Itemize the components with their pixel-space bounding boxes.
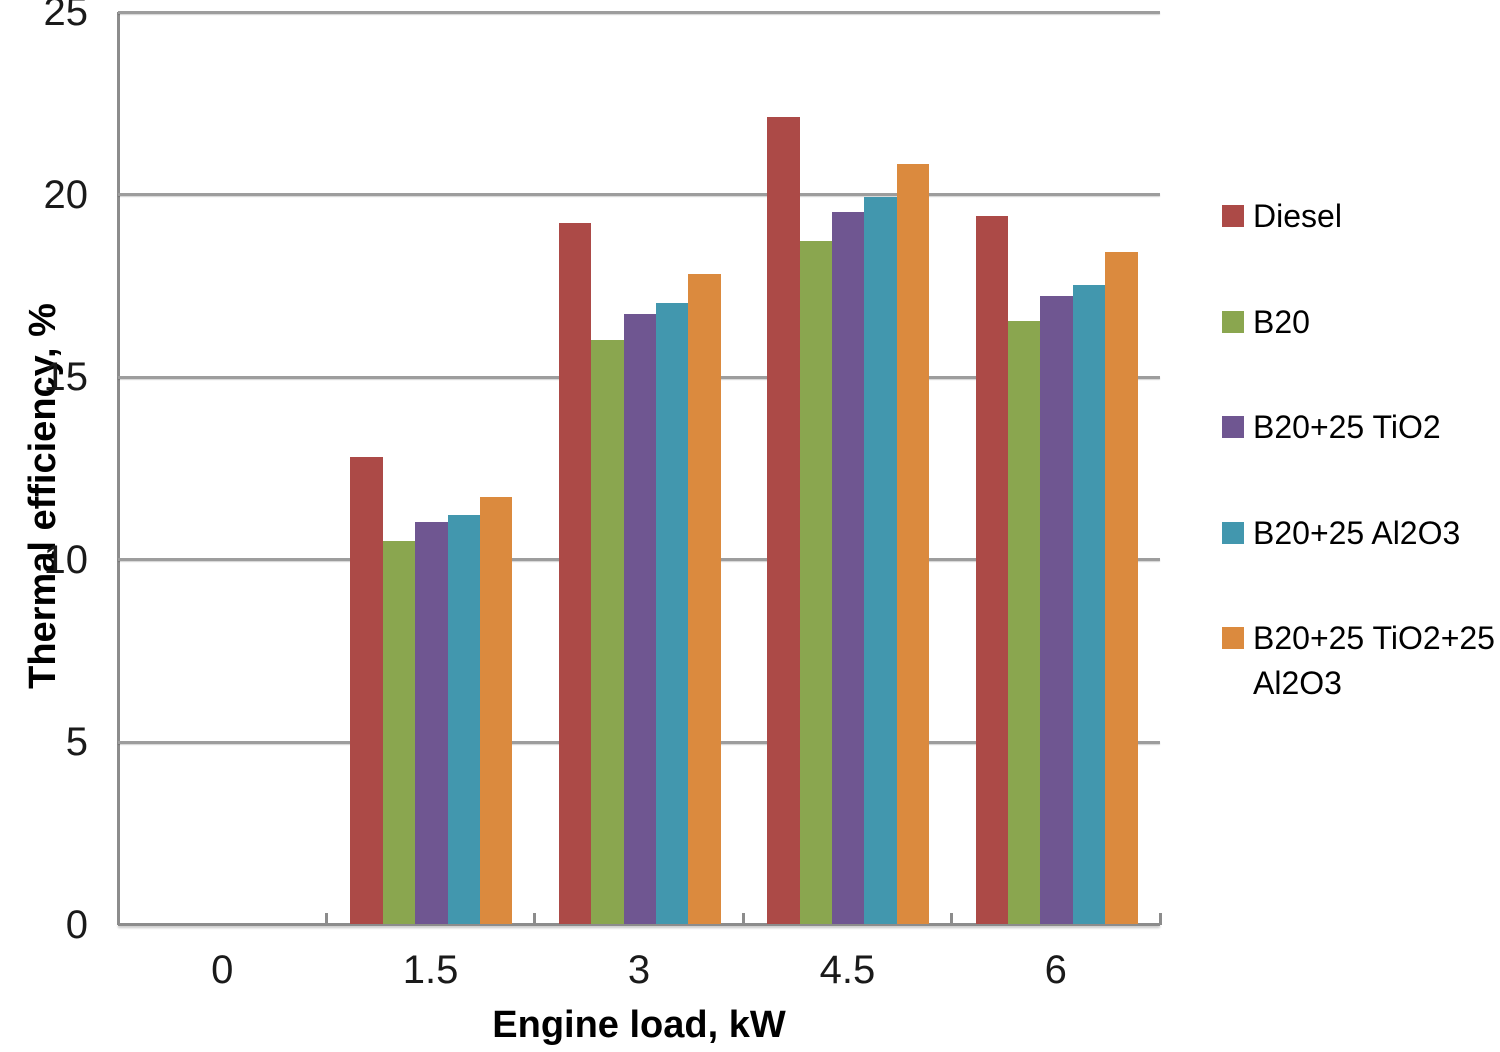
plot-area — [117, 10, 1162, 926]
x-tick-label-3: 3 — [627, 948, 651, 992]
x-axis-title: Engine load, kW — [492, 1004, 786, 1046]
bar-b20-25-tio2-25-al2o3-load-6 — [1105, 252, 1138, 924]
bar-b20-load-4.5 — [799, 241, 833, 924]
x-tick-label-6: 6 — [1044, 948, 1067, 992]
y-tick-label-15: 15 — [43, 355, 89, 400]
bar-b20-25-al2o3-load-1.5 — [447, 514, 481, 924]
bar-b20-25-tio2-25-al2o3-load-1.5 — [480, 496, 513, 924]
bar-b20-25-tio2-load-1.5 — [415, 522, 448, 924]
x-axis-category-tick — [324, 913, 328, 925]
y-gridline-25 — [118, 10, 1160, 14]
x-axis-category-tick — [1158, 913, 1162, 925]
legend-label: B20 — [1253, 303, 1310, 340]
bar-b20-25-tio2-load-6 — [1040, 295, 1073, 924]
bar-diesel-load-3 — [558, 222, 592, 924]
bar-b20-load-1.5 — [382, 540, 416, 924]
bar-diesel-load-6 — [975, 215, 1009, 924]
y-tick-label-20: 20 — [43, 172, 89, 217]
bar-b20-25-tio2-25-al2o3-load-4.5 — [896, 164, 930, 924]
bar-diesel-load-1.5 — [350, 456, 383, 924]
bar-b20-load-3 — [591, 339, 624, 924]
bar-b20-25-tio2-25-al2o3-load-3 — [688, 273, 721, 924]
legend-item-5: B20+25 TiO2+25 Al2O3 — [1222, 616, 1500, 706]
legend-label: B20+25 TiO2+25 Al2O3 — [1253, 620, 1495, 701]
bar-b20-25-al2o3-load-4.5 — [864, 197, 897, 924]
legend-item-1: Diesel — [1222, 194, 1500, 239]
x-axis-category-tick — [741, 913, 745, 925]
legend-swatch-icon — [1222, 521, 1244, 544]
y-tick-label-10: 10 — [43, 537, 89, 582]
y-axis-line — [117, 12, 120, 925]
legend: Diesel B20 B20+25 TiO2 B20+25 Al2O3 B20+25 T… — [1222, 0, 1500, 1052]
legend-swatch-icon — [1222, 416, 1244, 438]
bar-b20-25-al2o3-load-3 — [656, 303, 689, 924]
y-axis-title: Thermal efficiency, % — [22, 303, 64, 689]
legend-item-4: B20+25 Al2O3 — [1222, 511, 1500, 556]
y-tick-label-5: 5 — [65, 720, 88, 765]
bar-diesel-load-4.5 — [767, 116, 800, 924]
legend-item-3: B20+25 TiO2 — [1222, 405, 1500, 450]
bar-b20-25-al2o3-load-6 — [1072, 284, 1106, 924]
legend-label: Diesel — [1253, 198, 1342, 234]
x-axis-category-tick — [533, 913, 537, 925]
legend-label: B20+25 TiO2 — [1253, 409, 1441, 445]
y-tick-label-0: 0 — [65, 903, 88, 947]
y-tick-label-25: 25 — [43, 0, 89, 34]
x-tick-label-0: 0 — [211, 948, 234, 992]
x-axis-category-tick — [950, 913, 954, 925]
bar-b20-25-tio2-load-4.5 — [832, 211, 865, 924]
legend-label: B20+25 Al2O3 — [1253, 514, 1461, 551]
x-axis-line — [118, 923, 1160, 926]
legend-item-2: B20 — [1222, 300, 1500, 345]
x-tick-label-4.5: 4.5 — [819, 948, 876, 992]
legend-swatch-icon — [1222, 310, 1244, 333]
legend-swatch-icon — [1222, 627, 1244, 649]
bar-b20-load-6 — [1008, 321, 1041, 924]
legend-swatch-icon — [1222, 205, 1244, 227]
x-tick-label-1.5: 1.5 — [402, 948, 459, 992]
bar-b20-25-tio2-load-3 — [623, 314, 657, 924]
y-gridline-20 — [118, 193, 1160, 197]
